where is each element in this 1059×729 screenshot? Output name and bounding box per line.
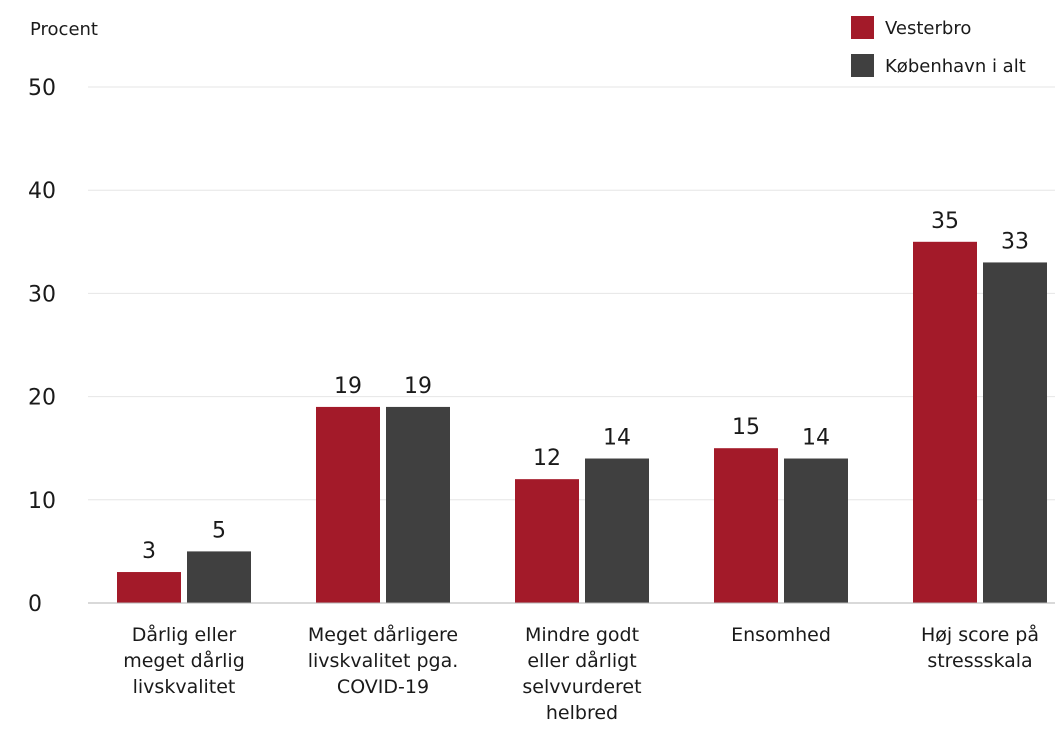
category-label: meget dårlig bbox=[123, 649, 245, 672]
category-label: helbred bbox=[546, 702, 618, 724]
bar bbox=[714, 448, 778, 603]
y-axis-title: Procent bbox=[30, 19, 98, 40]
bar bbox=[983, 262, 1047, 603]
legend: Vesterbro København i alt bbox=[840, 16, 1026, 85]
value-label: 12 bbox=[533, 446, 561, 471]
bar bbox=[117, 572, 181, 603]
bar bbox=[386, 406, 450, 603]
y-tick-label: 10 bbox=[28, 489, 56, 514]
y-tick-label: 20 bbox=[28, 386, 56, 411]
bars bbox=[117, 241, 1047, 604]
bar bbox=[585, 458, 649, 603]
category-label: Ensomhed bbox=[731, 624, 831, 646]
bar bbox=[913, 241, 977, 604]
y-tick-label: 40 bbox=[28, 179, 56, 204]
category-label: Meget dårligere bbox=[308, 623, 458, 646]
y-axis-ticks: 0 10 20 30 40 50 bbox=[28, 76, 56, 617]
value-label: 15 bbox=[732, 415, 760, 440]
y-tick-label: 30 bbox=[28, 282, 56, 307]
value-label: 33 bbox=[1001, 229, 1029, 254]
category-label: stressskala bbox=[927, 650, 1032, 672]
category-label: livskvalitet bbox=[133, 676, 236, 698]
bar bbox=[316, 406, 380, 603]
y-tick-label: 0 bbox=[28, 592, 42, 617]
legend-label: København i alt bbox=[885, 56, 1026, 77]
legend-label: Vesterbro bbox=[885, 18, 971, 39]
value-label: 19 bbox=[334, 374, 362, 399]
category-label: COVID-19 bbox=[337, 676, 429, 698]
category-labels: Dårlig eller meget dårlig livskvalitet Mege… bbox=[123, 623, 1039, 724]
category-label: eller dårligt bbox=[527, 649, 636, 672]
bar bbox=[515, 479, 579, 603]
value-label: 5 bbox=[212, 518, 226, 543]
value-label: 35 bbox=[931, 209, 959, 234]
y-tick-label: 50 bbox=[28, 76, 56, 101]
legend-swatch bbox=[851, 16, 874, 39]
category-label: Mindre godt bbox=[525, 624, 639, 646]
legend-swatch bbox=[851, 54, 874, 77]
category-label: Dårlig eller bbox=[132, 623, 237, 646]
category-label: selvvurderet bbox=[522, 676, 641, 698]
value-label: 14 bbox=[802, 426, 830, 451]
bar bbox=[187, 551, 251, 603]
bar bbox=[784, 458, 848, 603]
gridlines bbox=[88, 86, 1055, 501]
category-label: Høj score på bbox=[921, 623, 1039, 646]
value-label: 3 bbox=[142, 539, 156, 564]
category-label: livskvalitet pga. bbox=[308, 650, 459, 672]
value-label: 14 bbox=[603, 426, 631, 451]
value-label: 19 bbox=[404, 374, 432, 399]
